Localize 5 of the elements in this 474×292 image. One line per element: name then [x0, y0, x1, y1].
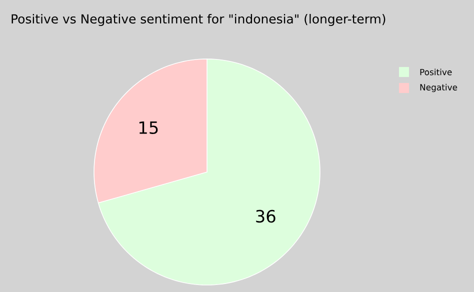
data-label: 15 — [139, 121, 158, 134]
legend-label: Positive — [420, 68, 452, 76]
data-label: 36 — [256, 210, 276, 223]
chart-title: Positive vs Negative sentiment for "indonesia" (longer-term) — [12, 14, 386, 26]
legend-label: Negative — [420, 84, 458, 92]
